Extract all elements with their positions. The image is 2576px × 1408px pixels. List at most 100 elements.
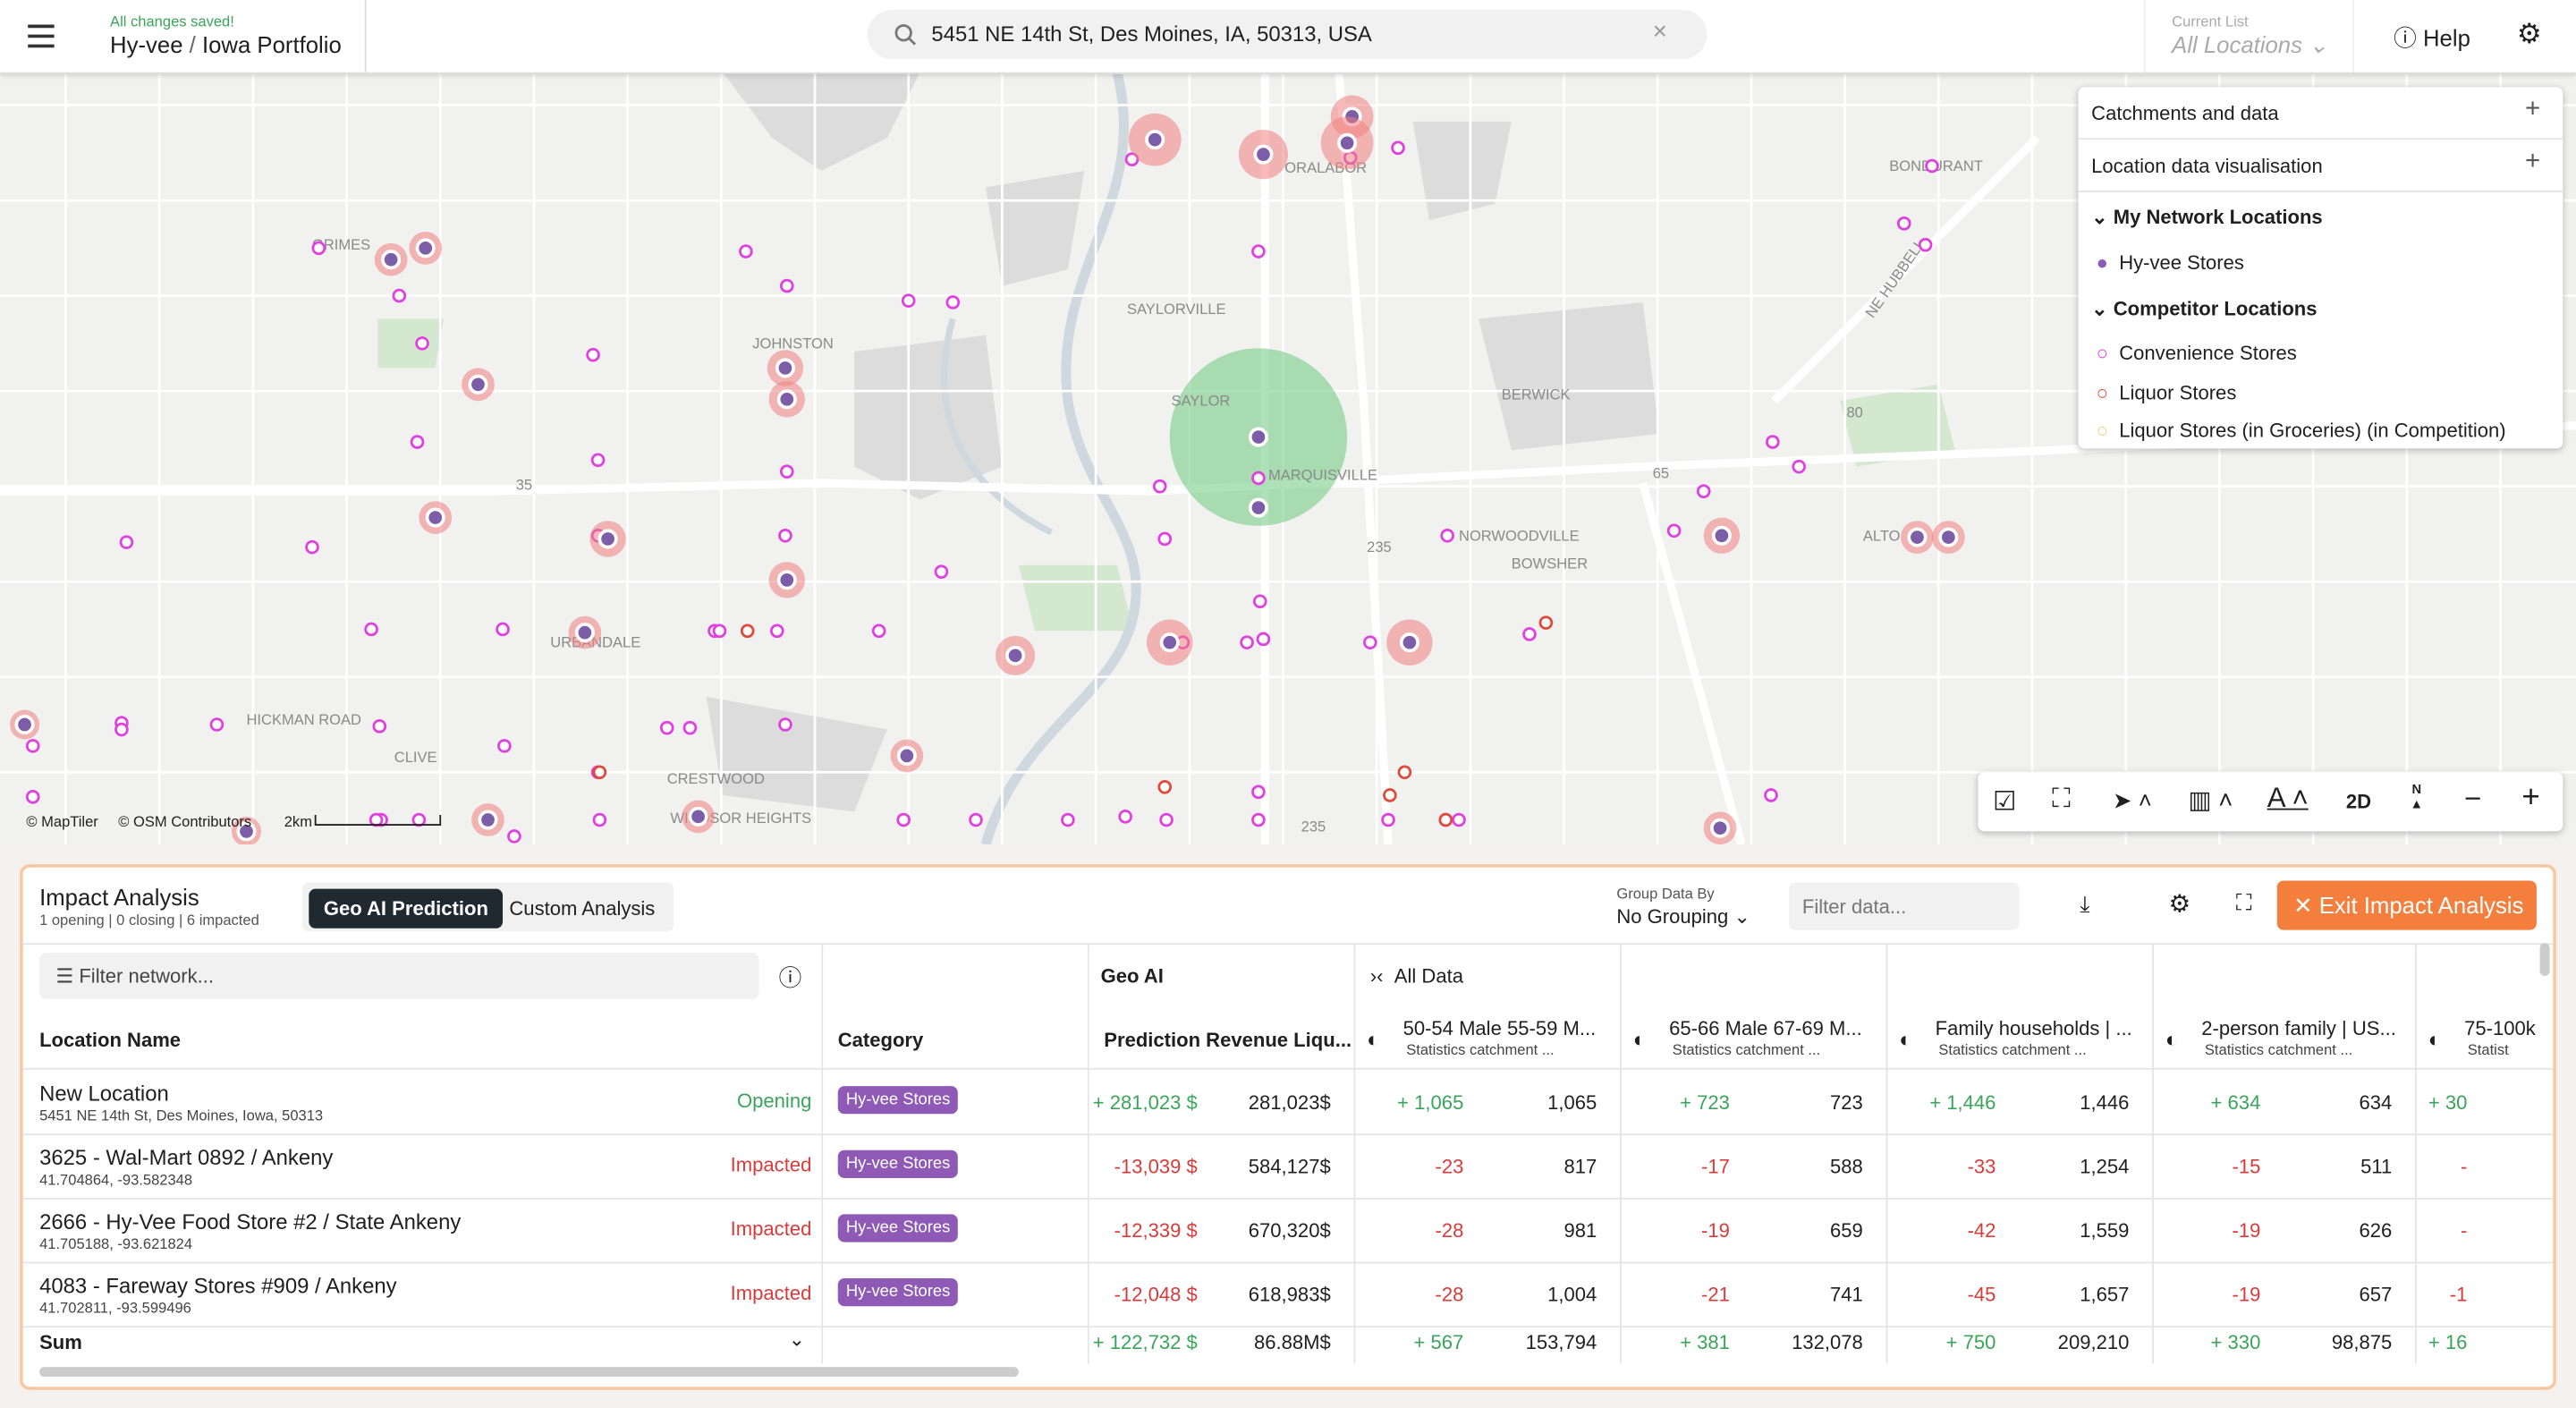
table-cell: + 330 (2210, 1330, 2261, 1354)
scrollbar[interactable] (2539, 943, 2550, 977)
download-icon[interactable]: ⤓ (2080, 890, 2090, 917)
list-value: All Locations (2172, 30, 2302, 58)
location-name[interactable]: 3625 - Wal-Mart 0892 / Ankeny (39, 1145, 334, 1170)
place-label: 235 (1301, 818, 1326, 835)
catchments-row[interactable]: Catchments and data (2091, 101, 2279, 125)
settings-icon[interactable]: ⚙ (2168, 890, 2191, 919)
table-cell: 209,210 (2057, 1330, 2130, 1354)
table-cell: -19 (2232, 1283, 2261, 1307)
row-divider (22, 1261, 2554, 1264)
location-name[interactable]: New Location (39, 1081, 169, 1107)
convenience-marker (1391, 140, 1405, 156)
pointer-tool[interactable]: ➤ ˄ (2113, 786, 2152, 814)
filter-network-input[interactable]: ☰ Filter network... (39, 953, 759, 999)
convenience-marker (901, 293, 916, 308)
visualisation-row[interactable]: Location data visualisation (2091, 154, 2323, 178)
group-title[interactable]: ⌄ Competitor Locations (2091, 297, 2318, 321)
column-header[interactable]: 65-66 Male 67-69 M... (1669, 1016, 1862, 1040)
zoom-out[interactable]: − (2464, 782, 2482, 816)
location-name[interactable]: 4083 - Fareway Stores #909 / Ankeny (39, 1273, 397, 1299)
add-icon[interactable]: + (2525, 148, 2541, 176)
convenience-marker (497, 739, 512, 753)
focus-tool[interactable]: ⛶ (2052, 785, 2071, 814)
table-cell: -17 (1701, 1155, 1730, 1178)
convenience-marker (364, 622, 378, 637)
view-mode[interactable]: 2D (2345, 790, 2372, 814)
info-icon[interactable]: ⓘ (778, 964, 802, 991)
hyvee-marker (1253, 144, 1274, 165)
convenience-marker (1522, 627, 1537, 641)
hyvee-marker (1337, 132, 1358, 153)
menu-icon[interactable] (26, 23, 55, 49)
location-address: 41.704864, -93.582348 (39, 1171, 193, 1188)
table-cell: 657 (2359, 1283, 2393, 1307)
column-header[interactable]: Family households | ... (1935, 1016, 2132, 1040)
layer-item[interactable]: ○ Convenience Stores (2096, 342, 2297, 365)
table-cell: 670,320$ (1248, 1218, 1331, 1243)
hyvee-marker (688, 806, 708, 827)
compass[interactable]: N ▲ (2410, 782, 2424, 812)
place-label: JOHNSTON (752, 335, 834, 352)
label-tool[interactable]: A ˄ (2267, 782, 2309, 814)
tab[interactable]: Custom Analysis (509, 896, 656, 920)
layer-item[interactable]: ○ Liquor Stores (2096, 381, 2237, 404)
column-icon: ◐ (1367, 1026, 1380, 1052)
convenience-marker (1792, 459, 1807, 474)
table-cell: 281,023$ (1248, 1090, 1331, 1115)
group-header[interactable]: ›‹ All Data (1369, 964, 1463, 988)
scale-label: 2km (284, 813, 312, 830)
group-select[interactable]: No Grouping ⌄ (1616, 905, 1750, 929)
table-cell: 626 (2359, 1218, 2393, 1243)
portfolio[interactable]: Iowa Portfolio (201, 30, 342, 58)
scrollbar[interactable] (39, 1367, 1019, 1378)
settings-icon[interactable]: ⚙ (2516, 18, 2542, 50)
search-box[interactable]: 5451 NE 14th St, Des Moines, IA, 50313, … (867, 10, 1707, 60)
convenience-marker (1118, 810, 1132, 824)
table-cell: + 122,732 $ (1092, 1330, 1198, 1354)
layer-item[interactable]: ● Hy-vee Stores (2096, 251, 2244, 275)
zoom-in[interactable]: + (2521, 780, 2540, 816)
help-button[interactable]: ⓘ Help (2394, 24, 2470, 51)
expand-icon[interactable]: ⛶ (2235, 888, 2252, 916)
basemap-tool[interactable]: ▥ ˄ (2188, 786, 2233, 816)
column-header[interactable]: Location Name (39, 1028, 182, 1052)
location-name[interactable]: 2666 - Hy-Vee Food Store #2 / State Anke… (39, 1209, 462, 1234)
row-divider (22, 1197, 2554, 1200)
table-cell: -28 (1435, 1283, 1464, 1307)
column-header[interactable]: Prediction Revenue Liqu... (1104, 1028, 1352, 1052)
hyvee-marker (468, 374, 488, 394)
column-header[interactable]: Category (837, 1028, 924, 1052)
row-divider (22, 1326, 2554, 1328)
filter-data-input[interactable]: Filter data... (1789, 882, 2020, 930)
tab-active[interactable]: Geo AI Prediction (309, 888, 504, 929)
group-title[interactable]: ⌄ My Network Locations (2091, 205, 2323, 229)
clear-icon[interactable]: × (1652, 18, 1667, 47)
table-cell: -28 (1435, 1218, 1464, 1243)
category-chip: Hy-vee Stores (837, 1277, 959, 1307)
column-header[interactable]: 2-person family | US... (2201, 1016, 2396, 1040)
layer-name: Liquor Stores (2119, 381, 2237, 404)
convenience-marker (1766, 435, 1780, 449)
convenience-marker (1251, 785, 1266, 800)
list-select[interactable]: All Locations ⌄ (2172, 30, 2328, 58)
column-header[interactable]: 75-100k (2464, 1016, 2536, 1040)
convenience-marker (1363, 635, 1377, 649)
select-tool[interactable]: ☑ (1992, 788, 2017, 817)
project[interactable]: Hy-vee (110, 30, 183, 58)
convenience-marker (659, 720, 674, 735)
column-header[interactable]: 50-54 Male 55-59 M... (1402, 1016, 1597, 1040)
table-cell: 98,875 (2331, 1330, 2393, 1354)
hyvee-marker (1399, 632, 1419, 653)
sum-toggle[interactable]: ⌄ (788, 1327, 806, 1351)
layer-item[interactable]: ○ Liquor Stores (in Groceries) (in Compe… (2096, 419, 2506, 443)
table-cell: 659 (1830, 1218, 1863, 1243)
group-name: Competitor Locations (2113, 297, 2318, 321)
liquor-marker (1438, 812, 1453, 827)
add-icon[interactable]: + (2525, 95, 2541, 123)
category-chip: Hy-vee Stores (837, 1214, 959, 1243)
convenience-marker (1381, 812, 1395, 827)
exit-button[interactable]: ✕ Exit Impact Analysis (2276, 880, 2537, 930)
table-cell: -12,048 $ (1114, 1283, 1198, 1307)
table-cell: 86.88M$ (1253, 1330, 1331, 1354)
divider (2078, 138, 2563, 140)
